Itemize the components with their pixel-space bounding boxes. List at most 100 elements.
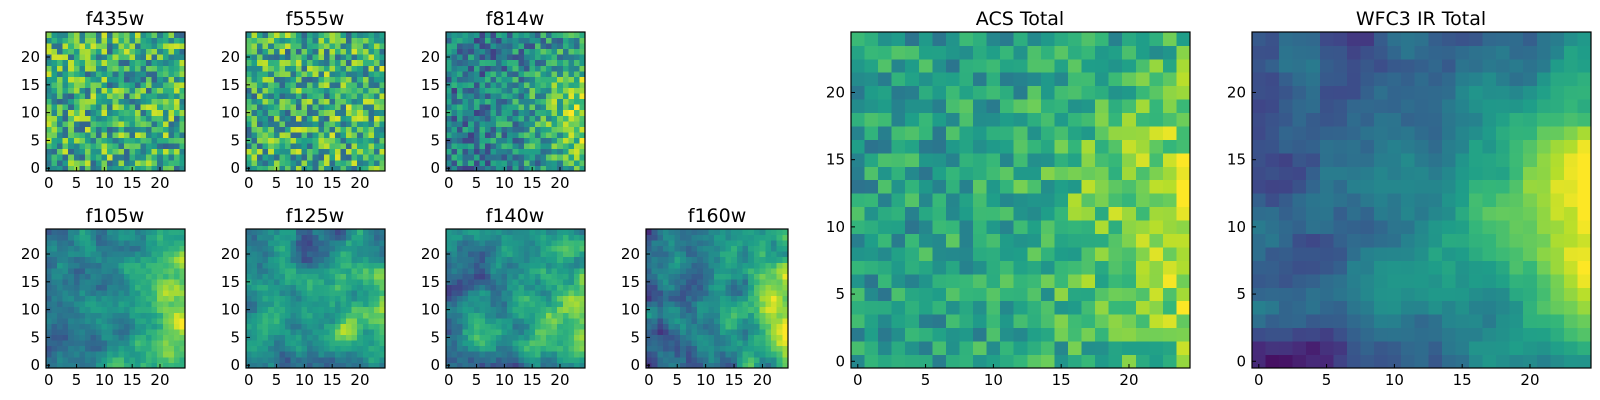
heatmap-cell	[340, 317, 347, 324]
heatmap-cell	[123, 229, 130, 235]
heatmap-cell	[368, 323, 375, 330]
heatmap-cell	[168, 137, 175, 144]
heatmap-cell	[62, 301, 69, 308]
heatmap-cell	[496, 93, 502, 100]
heatmap-cell	[129, 137, 136, 144]
plot-frame-f160w	[645, 228, 789, 369]
heatmap-cell	[301, 54, 308, 61]
heatmap-cell	[496, 137, 502, 144]
heatmap-cell	[748, 312, 755, 319]
heatmap-cell	[446, 43, 452, 50]
heatmap-cell	[959, 233, 974, 248]
x-tick-label: 5	[72, 174, 82, 192]
heatmap-cell	[334, 54, 341, 61]
heatmap-cell	[273, 115, 280, 122]
heatmap-cell	[1095, 354, 1110, 369]
heatmap-cell	[551, 143, 558, 150]
heatmap-cell	[1122, 206, 1137, 221]
heatmap-cell	[1040, 260, 1055, 275]
heatmap-cell	[51, 301, 58, 308]
heatmap-cell	[379, 273, 386, 280]
heatmap-cell	[496, 273, 502, 280]
heatmap-cell	[736, 317, 743, 324]
heatmap-cell	[162, 317, 169, 324]
heatmap-cell	[368, 37, 375, 44]
heatmap-cell	[62, 70, 69, 77]
heatmap-cell	[932, 341, 947, 355]
heatmap-cell	[714, 334, 721, 341]
heatmap-cell	[457, 65, 464, 72]
heatmap-cell	[512, 159, 519, 166]
heatmap-cell	[719, 273, 726, 280]
heatmap-cell	[68, 104, 75, 111]
heatmap-cell	[179, 65, 186, 72]
heatmap-cell	[334, 148, 341, 155]
heatmap-cell	[362, 32, 369, 38]
heatmap-cell	[140, 290, 147, 297]
heatmap-cell	[685, 267, 692, 274]
heatmap-cell	[1176, 206, 1191, 221]
heatmap-cell	[362, 43, 369, 50]
heatmap-cell	[518, 340, 525, 347]
heatmap-cell	[157, 284, 164, 291]
heatmap-cell	[540, 295, 547, 302]
heatmap-cell	[540, 154, 547, 161]
heatmap-cell	[765, 356, 772, 363]
heatmap-cell	[697, 301, 704, 308]
heatmap-cell	[96, 273, 102, 280]
heatmap-cell	[551, 284, 558, 291]
heatmap-cell	[451, 290, 458, 297]
heatmap-cell	[663, 273, 670, 280]
heatmap-cell	[296, 48, 302, 55]
heatmap-cell	[534, 301, 541, 308]
heatmap-cell	[357, 43, 364, 50]
heatmap-cell	[579, 165, 586, 172]
heatmap-cell	[268, 109, 275, 116]
heatmap-cell	[551, 340, 558, 347]
heatmap-cell	[646, 256, 653, 263]
heatmap-cell	[462, 240, 469, 247]
heatmap-cell	[725, 329, 732, 336]
heatmap-cell	[90, 48, 97, 55]
heatmap-cell	[312, 345, 319, 352]
heatmap-cell	[107, 54, 114, 61]
heatmap-cell	[62, 120, 69, 127]
heatmap-cell	[468, 54, 475, 61]
heatmap-cell	[932, 220, 947, 234]
heatmap-cell	[1095, 327, 1110, 342]
heatmap-cell	[301, 126, 308, 133]
heatmap-cell	[546, 240, 553, 247]
heatmap-cell	[162, 245, 169, 252]
heatmap-cell	[905, 166, 920, 181]
heatmap-cell	[523, 126, 530, 133]
heatmap-cell	[257, 290, 264, 297]
heatmap-cell	[518, 65, 525, 72]
heatmap-cell	[484, 279, 491, 285]
heatmap-cell	[702, 229, 709, 235]
heatmap-cell	[157, 82, 164, 88]
heatmap-cell	[534, 104, 541, 111]
heatmap-cell	[357, 109, 364, 116]
heatmap-cell	[173, 32, 180, 38]
heatmap-cell	[251, 345, 258, 352]
heatmap-cell	[301, 334, 308, 341]
heatmap-cell	[279, 54, 286, 61]
heatmap-cell	[685, 351, 692, 358]
heatmap-cell	[62, 351, 69, 358]
heatmap-cell	[140, 306, 147, 313]
heatmap-cell	[501, 284, 508, 291]
heatmap-cell	[1149, 341, 1164, 355]
heatmap-cell	[257, 154, 264, 161]
heatmap-cell	[340, 137, 347, 144]
heatmap-cell	[168, 245, 175, 252]
heatmap-cell	[146, 345, 153, 352]
heatmap-cell	[451, 295, 458, 302]
heatmap-cell	[479, 273, 486, 280]
heatmap-cell	[1013, 287, 1028, 302]
heatmap-cell	[96, 137, 102, 144]
heatmap-cell	[512, 54, 519, 61]
heatmap-cell	[318, 93, 325, 100]
heatmap-cell	[73, 306, 80, 313]
heatmap-cell	[534, 115, 541, 122]
heatmap-cell	[518, 48, 525, 55]
